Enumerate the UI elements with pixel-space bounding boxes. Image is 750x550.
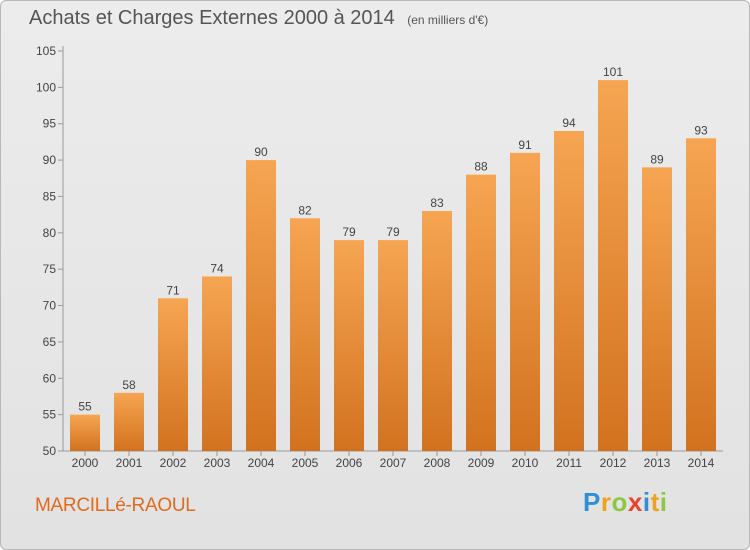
y-tick-label: 65 — [43, 335, 57, 349]
proxiti-logo: Proxiti — [583, 487, 667, 518]
logo-letter: i — [642, 487, 651, 517]
bar-value-label: 83 — [430, 196, 444, 210]
y-tick-label: 50 — [43, 444, 57, 458]
y-tick-label: 75 — [43, 262, 57, 276]
bar-value-label: 91 — [518, 138, 532, 152]
logo-letter: r — [600, 487, 612, 517]
bar-value-label: 71 — [166, 283, 180, 297]
bar-value-label: 74 — [210, 261, 224, 275]
y-tick-label: 90 — [43, 153, 57, 167]
bar-value-label: 93 — [694, 123, 708, 137]
bar-value-label: 58 — [122, 378, 136, 392]
y-tick-label: 100 — [36, 80, 56, 94]
y-tick-label: 55 — [43, 408, 57, 422]
chart-unit-text: (en milliers d'€) — [407, 13, 489, 27]
x-tick-label: 2011 — [556, 456, 582, 470]
x-tick-label: 2008 — [424, 456, 451, 470]
x-tick-label: 2012 — [600, 456, 627, 470]
y-tick-label: 95 — [43, 117, 57, 131]
bar — [290, 218, 320, 451]
bar — [114, 392, 144, 451]
chart-title-text: Achats et Charges Externes 2000 à 2014 — [29, 7, 395, 29]
x-tick-label: 2000 — [72, 456, 99, 470]
y-tick-label: 80 — [43, 226, 57, 240]
logo-letter: i — [659, 487, 668, 517]
x-tick-label: 2010 — [512, 456, 539, 470]
bar — [422, 211, 452, 451]
bar-value-label: 82 — [298, 203, 312, 217]
x-tick-label: 2001 — [116, 456, 143, 470]
bar — [70, 414, 100, 451]
bar-value-label: 55 — [78, 400, 92, 414]
bar — [554, 131, 584, 451]
commune-name: MARCILLé-RAOUL — [35, 495, 196, 516]
x-tick-label: 2004 — [248, 456, 275, 470]
y-tick-label: 105 — [36, 44, 56, 58]
bar-value-label: 79 — [342, 225, 356, 239]
y-tick-label: 60 — [43, 371, 57, 385]
logo-letter: t — [650, 487, 660, 517]
bar — [510, 152, 540, 451]
bar — [202, 276, 232, 451]
logo-letter: P — [583, 487, 601, 517]
bar-value-label: 79 — [386, 225, 400, 239]
x-tick-label: 2002 — [160, 456, 187, 470]
bar — [334, 240, 364, 451]
x-tick-label: 2014 — [688, 456, 715, 470]
bar — [466, 174, 496, 452]
bar — [598, 80, 628, 451]
bar — [246, 160, 276, 451]
logo-letter: o — [611, 487, 628, 517]
x-tick-label: 2006 — [336, 456, 363, 470]
x-tick-label: 2009 — [468, 456, 495, 470]
bar-value-label: 94 — [562, 116, 576, 130]
x-tick-label: 2013 — [644, 456, 671, 470]
x-tick-label: 2005 — [292, 456, 319, 470]
bar — [158, 298, 188, 451]
bar-value-label: 88 — [474, 160, 488, 174]
bar-value-label: 101 — [603, 65, 623, 79]
bar-value-label: 89 — [650, 152, 664, 166]
logo-letter: x — [627, 487, 643, 517]
bar-value-label: 90 — [254, 145, 268, 159]
x-tick-label: 2003 — [204, 456, 231, 470]
bar — [378, 240, 408, 451]
x-tick-label: 2007 — [380, 456, 407, 470]
bar — [686, 138, 716, 452]
chart-title: Achats et Charges Externes 2000 à 2014 (… — [29, 7, 488, 30]
y-tick-label: 85 — [43, 189, 57, 203]
y-tick-label: 70 — [43, 299, 57, 313]
bar — [642, 167, 672, 451]
